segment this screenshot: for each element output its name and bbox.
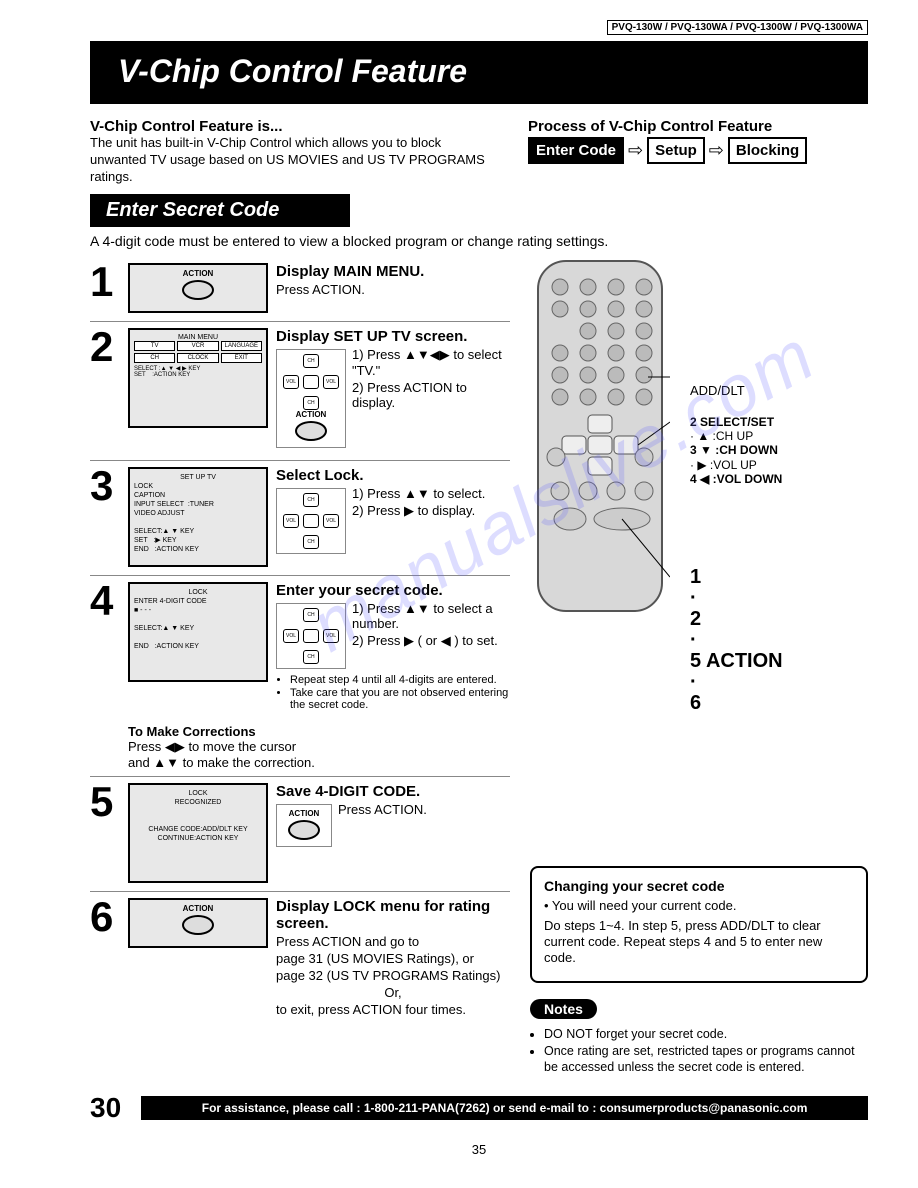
process-heading: Process of V-Chip Control Feature <box>528 118 868 135</box>
step-title: Select Lock. <box>276 467 510 484</box>
dpad-diagram: CHCH VOLVOL <box>276 603 346 669</box>
remote-icon <box>530 257 670 617</box>
note-item: DO NOT forget your secret code. <box>544 1027 868 1043</box>
step-bullet: Repeat step 4 until all 4-digits are ent… <box>290 674 510 686</box>
step-4: 4 LOCK ENTER 4-DIGIT CODE ■ - - - SELECT… <box>90 575 510 720</box>
step-number: 6 <box>90 898 120 1019</box>
page-title: V-Chip Control Feature <box>90 41 868 104</box>
step-number: 1 <box>90 263 120 313</box>
step-line: to exit, press ACTION four times. <box>276 1002 510 1017</box>
step-2: 2 MAIN MENU TV VCR LANGUAGE CH CLOCK EXI… <box>90 321 510 460</box>
substep: 2) Press ACTION to display. <box>352 380 510 410</box>
substep: 2) Press ▶ ( or ◀ ) to set. <box>352 633 510 649</box>
setuptv-diagram: SET UP TV LOCK CAPTION INPUT SELECT :TUN… <box>128 467 268 567</box>
recognized-diagram: LOCK RECOGNIZED CHANGE CODE:ADD/DLT KEY … <box>128 783 268 883</box>
action-diagram: ACTION <box>128 263 268 313</box>
step-title: Display MAIN MENU. <box>276 263 510 280</box>
info-title: Changing your secret code <box>544 878 854 894</box>
notes-label: Notes <box>530 999 597 1019</box>
dpad-diagram: CHCH VOLVOL ACTION <box>276 349 346 448</box>
step-number: 3 <box>90 467 120 567</box>
remote-label-action: 1 · 2 · 5 ACTION · 6 <box>690 567 783 714</box>
step-6: 6 ACTION Display LOCK menu for rating sc… <box>90 891 510 1027</box>
substep: 1) Press ▲▼ to select a number. <box>352 601 510 631</box>
step-number: 5 <box>90 783 120 883</box>
step-3: 3 SET UP TV LOCK CAPTION INPUT SELECT :T… <box>90 460 510 575</box>
bottom-page-number: 35 <box>90 1142 868 1157</box>
intro-body: The unit has built-in V-Chip Control whi… <box>90 135 498 186</box>
remote-label-group: 2 SELECT/SET · ▲ :CH UP 3 ▼ :CH DOWN · ▶… <box>690 415 782 487</box>
step-number: 2 <box>90 328 120 452</box>
intro-block: V-Chip Control Feature is... The unit ha… <box>90 118 498 186</box>
page-number: 30 <box>90 1092 121 1124</box>
corrections-line: and ▲▼ to make the correction. <box>128 755 510 770</box>
step-title: Display SET UP TV screen. <box>276 328 510 345</box>
process-flow: Enter Code ⇨ Setup ⇨ Blocking <box>528 137 868 164</box>
step-number: 4 <box>90 582 120 712</box>
arrow-icon: ⇨ <box>709 140 724 161</box>
step-line: Or, <box>276 985 510 1000</box>
process-step-setup: Setup <box>647 137 705 164</box>
step-line: page 31 (US MOVIES Ratings), or <box>276 951 510 966</box>
info-line: Do steps 1~4. In step 5, press ADD/DLT t… <box>544 918 854 967</box>
step-title: Display LOCK menu for rating screen. <box>276 898 510 932</box>
substep: 1) Press ▲▼◀▶ to select "TV." <box>352 347 510 378</box>
action-diagram: ACTION <box>276 804 332 847</box>
remote-label-adddlt: ADD/DLT <box>690 383 745 398</box>
notes-list: DO NOT forget your secret code. Once rat… <box>530 1027 868 1076</box>
note-item: Once rating are set, restricted tapes or… <box>544 1044 868 1075</box>
corrections-line: Press ◀▶ to move the cursor <box>128 739 510 755</box>
side-column: ADD/DLT 2 SELECT/SET · ▲ :CH UP 3 ▼ :CH … <box>530 257 868 1078</box>
arrow-icon: ⇨ <box>628 140 643 161</box>
section-title: Enter Secret Code <box>90 194 350 227</box>
corrections-title: To Make Corrections <box>128 724 510 739</box>
action-button-icon <box>182 280 214 300</box>
model-header: PVQ-130W / PVQ-130WA / PVQ-1300W / PVQ-1… <box>607 20 868 35</box>
intro-heading: V-Chip Control Feature is... <box>90 118 498 135</box>
info-line: • You will need your current code. <box>544 898 854 914</box>
step-title: Save 4-DIGIT CODE. <box>276 783 510 800</box>
lock-diagram: LOCK ENTER 4-DIGIT CODE ■ - - - SELECT:▲… <box>128 582 268 682</box>
assistance-bar: For assistance, please call : 1-800-211-… <box>141 1096 868 1120</box>
step-body: Press ACTION. <box>338 802 427 817</box>
steps-column: 1 ACTION Display MAIN MENU. Press ACTION… <box>90 257 510 1078</box>
dpad-diagram: CHCH VOLVOL <box>276 488 346 554</box>
action-diagram: ACTION <box>128 898 268 948</box>
step-line: Press ACTION and go to <box>276 934 510 949</box>
process-step-blocking: Blocking <box>728 137 807 164</box>
section-desc: A 4-digit code must be entered to view a… <box>90 233 868 249</box>
substep: 1) Press ▲▼ to select. <box>352 486 485 501</box>
step-bullet: Take care that you are not observed ente… <box>290 687 510 711</box>
step-5: 5 LOCK RECOGNIZED CHANGE CODE:ADD/DLT KE… <box>90 776 510 891</box>
process-step-entercode: Enter Code <box>528 137 624 164</box>
step-line: page 32 (US TV PROGRAMS Ratings) <box>276 968 510 983</box>
step-1: 1 ACTION Display MAIN MENU. Press ACTION… <box>90 257 510 321</box>
substep: 2) Press ▶ to display. <box>352 503 485 519</box>
changing-code-box: Changing your secret code • You will nee… <box>530 866 868 983</box>
footer: 30 For assistance, please call : 1-800-2… <box>90 1092 868 1124</box>
step-title: Enter your secret code. <box>276 582 510 599</box>
corrections-block: To Make Corrections Press ◀▶ to move the… <box>128 724 510 770</box>
step-body: Press ACTION. <box>276 282 510 297</box>
mainmenu-diagram: MAIN MENU TV VCR LANGUAGE CH CLOCK EXIT … <box>128 328 268 428</box>
